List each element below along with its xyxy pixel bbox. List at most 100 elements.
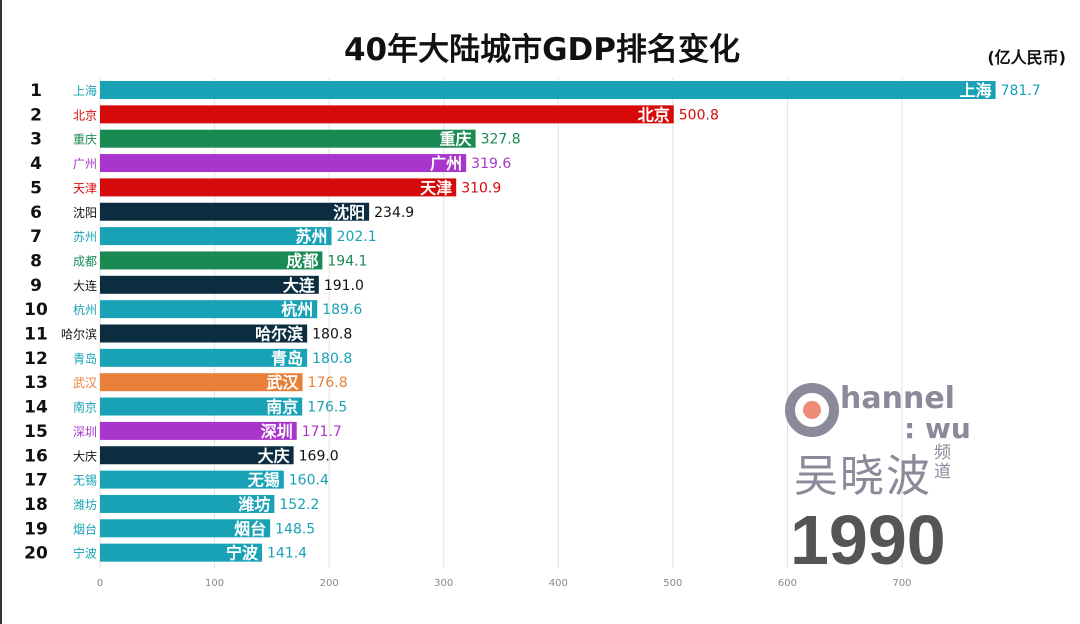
- city-label: 无锡: [73, 473, 97, 488]
- rank-label: 8: [30, 251, 42, 271]
- value-label: 152.2: [279, 497, 319, 513]
- rank-label: 16: [24, 446, 48, 466]
- bar: [100, 494, 275, 513]
- bar-inner-label: 北京: [638, 105, 670, 124]
- city-label: 沈阳: [73, 205, 97, 220]
- value-label: 148.5: [275, 521, 315, 537]
- bar-inner-label: 哈尔滨: [255, 325, 303, 344]
- rank-label: 2: [30, 105, 42, 125]
- value-label: 180.8: [312, 351, 352, 367]
- svg-text:: wu: : wu: [904, 412, 971, 442]
- bar: [100, 421, 297, 440]
- logo-chinese-name: 吴晓波: [794, 451, 932, 502]
- rank-label: 19: [24, 519, 48, 539]
- value-label: 169.0: [299, 448, 339, 464]
- x-tick-label: 600: [778, 578, 797, 589]
- bar-inner-label: 上海: [960, 81, 992, 100]
- city-label: 大庆: [73, 449, 97, 463]
- bar-inner-label: 大庆: [258, 446, 290, 465]
- rank-label: 6: [30, 203, 42, 223]
- bar: [100, 275, 319, 294]
- x-tick-label: 500: [663, 578, 682, 589]
- rank-label: 3: [30, 130, 42, 150]
- city-label: 青岛: [73, 351, 97, 366]
- rank-label: 1: [30, 81, 42, 101]
- logo-channel-label: 频道: [934, 443, 951, 482]
- rank-label: 9: [30, 276, 42, 296]
- city-label: 天津: [73, 181, 97, 195]
- value-label: 189.6: [322, 302, 362, 318]
- bar: [100, 519, 271, 538]
- bar-inner-label: 重庆: [440, 130, 472, 149]
- value-label: 202.1: [337, 229, 377, 245]
- chart-title: 40年大陆城市GDP排名变化: [343, 32, 741, 68]
- city-label: 南京: [73, 400, 97, 415]
- value-label: 234.9: [374, 205, 414, 221]
- city-label: 广州: [73, 157, 97, 171]
- bar: [100, 81, 996, 99]
- value-label: 141.4: [267, 546, 307, 562]
- svg-text:hannel: hannel: [840, 381, 955, 416]
- city-label: 北京: [73, 108, 97, 122]
- bar: [100, 470, 284, 489]
- bar: [100, 178, 457, 197]
- bar-inner-label: 天津: [420, 178, 452, 197]
- value-label: 781.7: [1001, 83, 1041, 99]
- bar-inner-label: 苏州: [296, 227, 328, 246]
- rank-label: 18: [24, 495, 48, 515]
- x-tick-label: 300: [434, 578, 453, 589]
- rank-label: 12: [24, 349, 48, 369]
- bar-inner-label: 成都: [286, 251, 318, 270]
- bar-inner-label: 宁波: [226, 544, 259, 563]
- rank-label: 5: [30, 178, 42, 198]
- value-label: 171.7: [302, 424, 342, 440]
- rank-label: 14: [24, 398, 48, 418]
- city-label: 大连: [73, 278, 97, 293]
- bar: [100, 397, 303, 416]
- bar: [100, 543, 263, 562]
- bar-inner-label: 杭州: [281, 300, 313, 319]
- year-label: 1990: [790, 501, 946, 579]
- city-label: 潍坊: [73, 497, 97, 512]
- city-label: 上海: [73, 83, 97, 98]
- channel-wu-logo: hannel : wu: [785, 381, 971, 442]
- rank-label: 7: [30, 227, 42, 247]
- value-label: 310.9: [461, 180, 501, 196]
- bar: [100, 227, 332, 246]
- bar-inner-label: 南京: [266, 398, 298, 417]
- value-label: 180.8: [312, 327, 352, 343]
- bar-inner-label: 沈阳: [333, 203, 365, 222]
- value-label: 327.8: [481, 132, 521, 148]
- x-tick-label: 400: [549, 578, 568, 589]
- value-label: 194.1: [327, 253, 367, 269]
- bar: [100, 129, 476, 148]
- rank-label: 11: [24, 325, 48, 345]
- rank-label: 17: [24, 471, 48, 491]
- bar-inner-label: 深圳: [261, 422, 293, 441]
- bar: [100, 446, 294, 465]
- bar: [100, 348, 308, 367]
- bar-inner-label: 青岛: [271, 349, 303, 368]
- value-label: 160.4: [289, 473, 329, 489]
- bar: [100, 105, 674, 124]
- unit-label: (亿人民币): [987, 48, 1066, 67]
- city-label: 烟台: [73, 521, 97, 536]
- city-label: 成都: [73, 254, 97, 268]
- bar: [100, 251, 323, 270]
- bar: [100, 154, 467, 173]
- rank-label: 15: [24, 422, 48, 442]
- bar-inner-label: 烟台: [234, 519, 266, 538]
- bar: [100, 300, 318, 319]
- value-label: 500.8: [679, 107, 719, 123]
- bar-inner-label: 广州: [430, 154, 462, 173]
- bar-inner-label: 无锡: [247, 471, 280, 490]
- rank-label: 4: [30, 154, 42, 174]
- bar: [100, 373, 303, 392]
- bar-inner-label: 大连: [283, 276, 316, 295]
- city-label: 宁波: [73, 546, 97, 561]
- value-label: 319.6: [471, 156, 511, 172]
- city-label: 杭州: [73, 302, 97, 317]
- value-label: 176.8: [308, 375, 348, 391]
